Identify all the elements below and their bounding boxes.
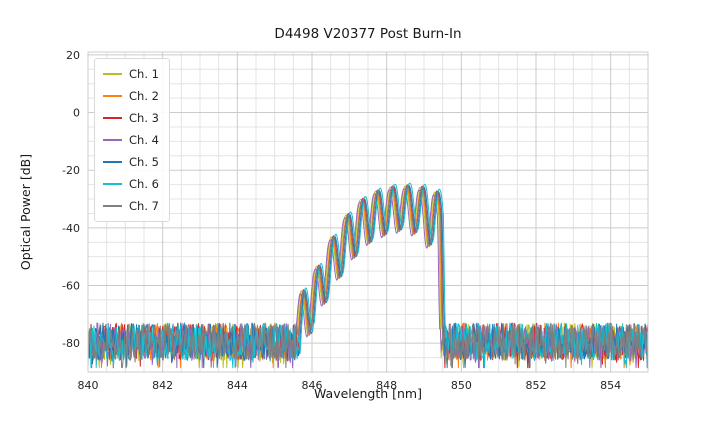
x-tick-label-848: 848	[376, 379, 397, 392]
x-axis-label: Wavelength [nm]	[314, 386, 422, 401]
legend-label: Ch. 1	[129, 67, 159, 81]
legend-line-swatch	[103, 95, 122, 97]
x-tick-label-854: 854	[600, 379, 621, 392]
legend-line-swatch	[103, 117, 122, 119]
plot-border	[87, 51, 649, 373]
legend-entry-ch-3: Ch. 3	[103, 108, 159, 128]
y-tick-label--40: -40	[62, 222, 80, 235]
legend-line-swatch	[103, 161, 122, 163]
x-tick-label-842: 842	[152, 379, 173, 392]
chart-title: D4498 V20377 Post Burn-In	[274, 26, 462, 42]
y-tick-label--60: -60	[62, 280, 80, 293]
legend-line-swatch	[103, 183, 122, 185]
x-tick-label-844: 844	[227, 379, 248, 392]
legend-line-swatch	[103, 73, 122, 75]
legend-entry-ch-6: Ch. 6	[103, 174, 159, 194]
legend-line-swatch	[103, 205, 122, 207]
legend-entry-ch-4: Ch. 4	[103, 130, 159, 150]
legend-label: Ch. 5	[129, 155, 159, 169]
y-tick-label-0: 0	[73, 107, 80, 120]
legend-label: Ch. 2	[129, 89, 159, 103]
y-tick-label-20: 20	[66, 49, 80, 62]
x-tick-label-850: 850	[451, 379, 472, 392]
legend-entry-ch-2: Ch. 2	[103, 86, 159, 106]
legend: Ch. 1 Ch. 2 Ch. 3 Ch. 4 Ch. 5 Ch. 6 Ch. 7	[94, 58, 170, 222]
y-tick-label--20: -20	[62, 164, 80, 177]
legend-entry-ch-7: Ch. 7	[103, 196, 159, 216]
legend-label: Ch. 4	[129, 133, 159, 147]
legend-label: Ch. 6	[129, 177, 159, 191]
x-tick-label-846: 846	[302, 379, 323, 392]
series-line-ch-7	[87, 186, 649, 369]
legend-entry-ch-5: Ch. 5	[103, 152, 159, 172]
y-tick-label--80: -80	[62, 337, 80, 350]
legend-label: Ch. 3	[129, 111, 159, 125]
x-tick-label-840: 840	[78, 379, 99, 392]
legend-entry-ch-1: Ch. 1	[103, 64, 159, 84]
legend-line-swatch	[103, 139, 122, 141]
legend-label: Ch. 7	[129, 199, 159, 213]
x-tick-label-852: 852	[526, 379, 547, 392]
